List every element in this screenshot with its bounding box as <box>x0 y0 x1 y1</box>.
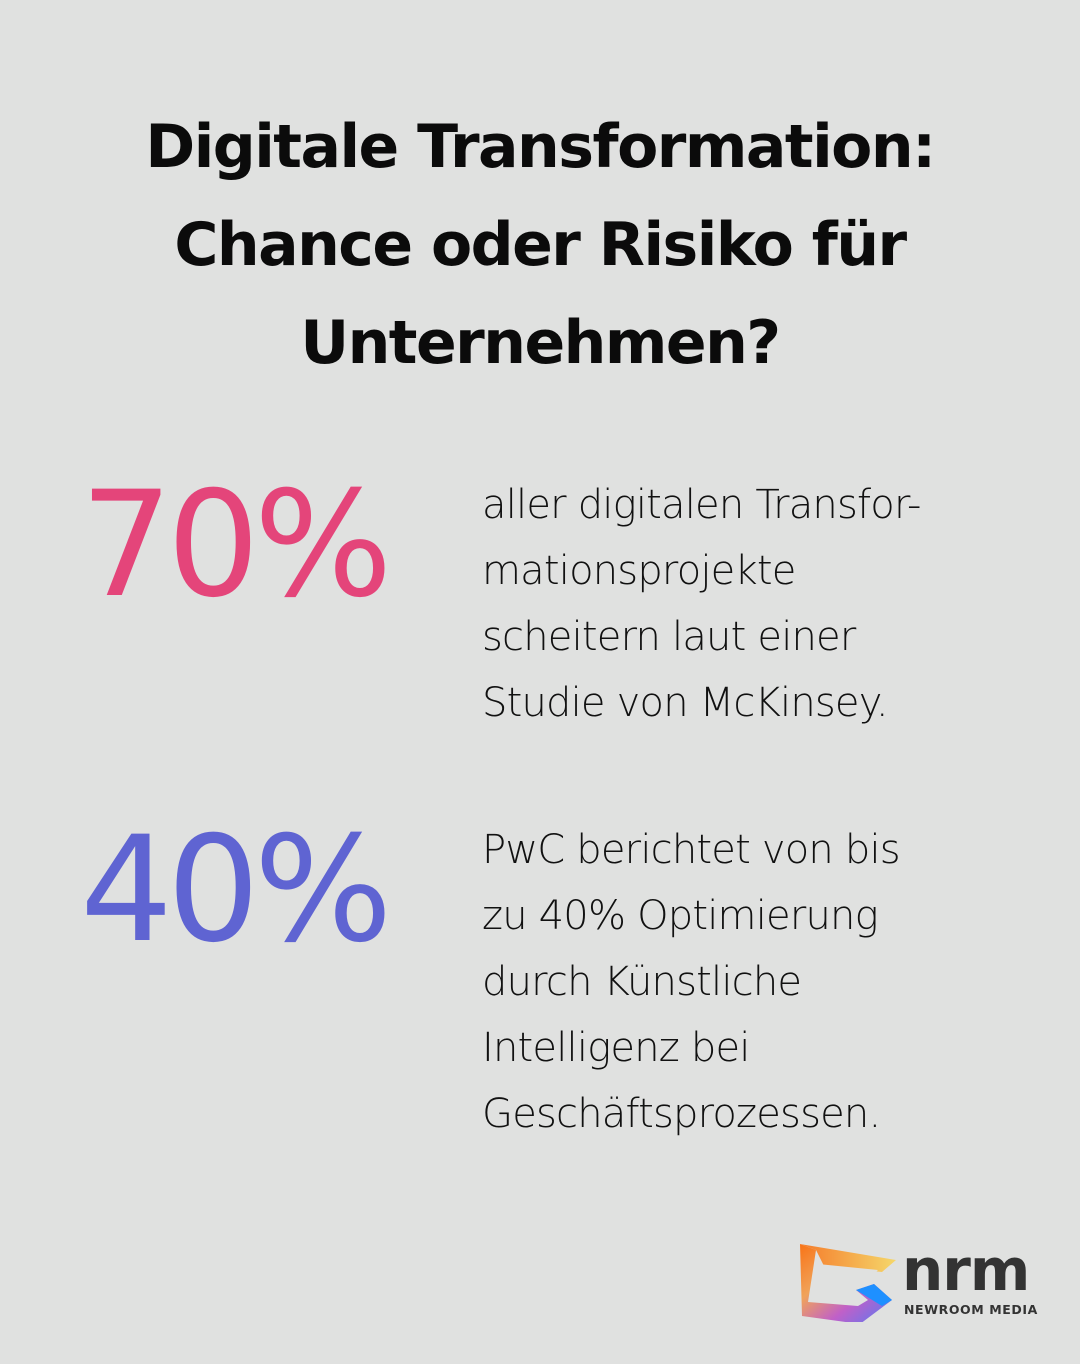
desc-line: Intelligenz bei <box>482 1025 750 1071</box>
logo-subtitle: NEWROOM MEDIA <box>904 1302 1038 1317</box>
brand-logo: nrm NEWROOM MEDIA <box>798 1236 1048 1327</box>
desc-line: Geschäftsprozessen. <box>482 1091 881 1137</box>
stat-description: aller digitalen Transfor- mationsprojekt… <box>482 472 1002 736</box>
desc-line: scheitern laut einer <box>482 614 856 660</box>
stat-value: 40% <box>80 805 393 975</box>
title-line-1: Digitale Transformation: <box>145 112 936 182</box>
page-title: Digitale Transformation: Chance oder Ris… <box>40 98 1040 392</box>
title-line-2: Chance oder Risiko für <box>174 210 907 280</box>
logo-wordmark: nrm <box>902 1236 1030 1304</box>
stat-description: PwC berichtet von bis zu 40% Optimierung… <box>482 817 1002 1147</box>
title-line-3: Unternehmen? <box>300 308 781 378</box>
desc-line: PwC berichtet von bis <box>482 827 901 873</box>
desc-line: aller digitalen Transfor- <box>482 482 922 528</box>
desc-line: mationsprojekte <box>482 548 796 594</box>
desc-line: Studie von McKinsey. <box>482 680 889 726</box>
desc-line: zu 40% Optimierung <box>482 893 879 939</box>
nrm-logo-mark-icon <box>800 1244 896 1322</box>
desc-line: durch Künstliche <box>482 959 802 1005</box>
stat-value: 70% <box>80 460 393 630</box>
